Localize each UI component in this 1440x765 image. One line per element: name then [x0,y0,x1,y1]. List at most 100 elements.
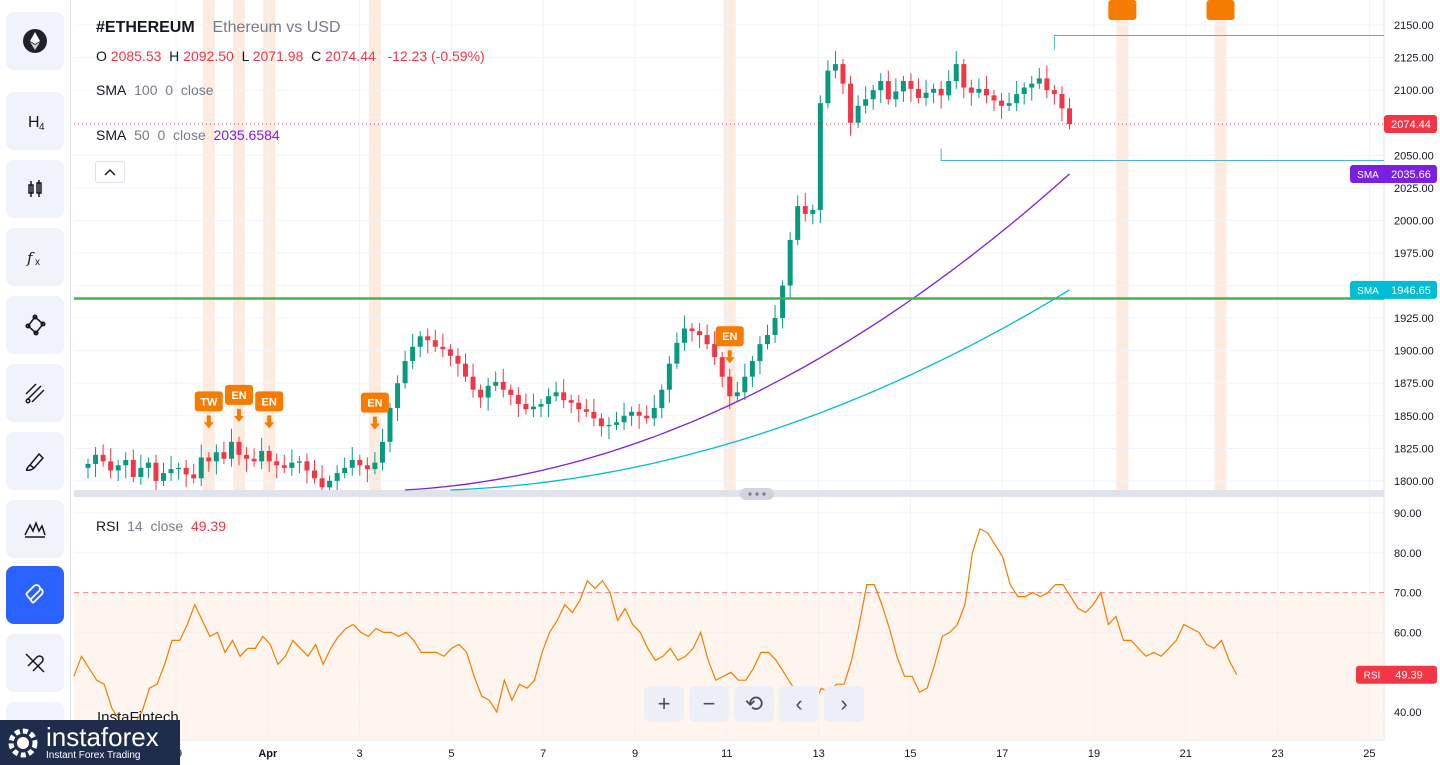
candle-body [387,407,393,442]
candle-body [349,460,355,468]
rsi-tag-name: RSI [1364,671,1381,682]
event-arrow-icon [369,416,380,430]
rsi-tick-label: 90.00 [1394,508,1422,520]
instaforex-brand: instaforex [46,722,159,752]
symbol-description: Ethereum vs USD [212,19,341,36]
candle-body [704,335,710,345]
event-label-4: EN [722,331,737,343]
chart-title: #ETHEREUM Ethereum vs USD [96,19,341,37]
candle-body [364,465,370,470]
zoom-in-button[interactable]: + [644,686,684,722]
patterns-icon[interactable] [6,500,64,558]
candle-body [161,473,166,481]
time-tick-label: 5 [448,748,454,760]
candle-body [659,389,665,408]
candle-body [795,206,801,240]
brush-icon[interactable] [6,432,64,490]
time-tick-label: 23 [1271,748,1283,760]
price-tag-name: SMA [1357,170,1379,181]
reset-chart-button[interactable]: ⟲ [734,686,774,722]
candle-body [191,474,197,479]
candle-body [644,415,650,419]
price-tick-label: 2050.00 [1394,150,1434,162]
low-value: 2071.98 [252,48,304,64]
scroll-left-button[interactable]: ‹ [779,686,819,722]
candle-body [228,441,234,459]
candle-body [115,465,121,471]
event-badge-3 [360,392,389,413]
price-tick-label: 2125.00 [1394,53,1434,65]
sma50-line [405,173,1070,491]
rsi-legend[interactable]: RSI 14 close 49.39 [96,518,226,534]
candle-body [734,392,740,397]
candle-body [636,411,642,416]
scroll-right-button[interactable]: › [824,686,864,722]
rsi-band [74,592,1384,740]
candle-body [719,357,725,377]
candle-body [274,461,280,466]
candle-body [500,381,506,390]
zoom-controls: + − ⟲ ‹ › [644,686,864,722]
sma100-legend[interactable]: SMA 100 0 close [96,82,214,98]
candle-body [244,454,250,459]
candle-body [546,396,552,405]
candle-body [832,64,838,71]
price-tick-label: 1975.00 [1394,248,1434,260]
candle-body [953,64,959,82]
event-band-6 [1214,0,1227,490]
zoom-out-button[interactable]: − [689,686,729,722]
svg-text:4: 4 [39,122,45,133]
candles-icon[interactable] [6,160,64,218]
price-tag-value: 1946.65 [1391,285,1431,297]
candle-body [334,473,340,481]
candle-body [553,392,559,397]
price-tag-name: SMA [1357,286,1379,297]
rsi-tick-label: 80.00 [1394,548,1422,560]
pane-separator [74,490,1384,497]
candle-body [931,88,937,93]
candle-body [312,470,317,479]
candle-body [787,239,793,286]
time-tick-label: 21 [1180,748,1192,760]
ethereum-logo-icon[interactable] [6,12,64,70]
candle-body [742,376,748,393]
candle-body [712,344,718,358]
rsi-tick-label: 60.00 [1394,627,1422,639]
candle-body [817,103,823,210]
time-tick-label: Apr [258,748,278,760]
drawing-tools-icon[interactable] [6,296,64,354]
candle-body [281,465,287,468]
candle-body [923,92,929,98]
event-arrow-icon [724,350,735,364]
price-tag-value: 2074.44 [1391,119,1431,131]
sma50-legend[interactable]: SMA 50 0 close 2035.6584 [96,127,280,143]
hide-drawings-icon[interactable] [6,634,64,692]
time-tick-label: 17 [996,748,1008,760]
candle-body [674,342,680,364]
fib-tools-icon[interactable] [6,364,64,422]
high-label: H [169,48,180,64]
candle-body [810,209,816,214]
candle-body [583,409,589,412]
time-tick-label: 3 [357,748,363,760]
change-value: -12.23 (-0.59%) [387,48,485,64]
price-tick-label: 1875.00 [1394,378,1434,390]
collapse-legend-button[interactable] [95,161,125,183]
candle-body [666,363,672,390]
symbol-name: #ETHEREUM [96,19,195,36]
instaforex-logo: instaforex Instant Forex Trading [0,720,180,765]
sma100-name: SMA [96,82,127,98]
candle-body [447,349,453,356]
open-label: O [96,48,107,64]
candle-body [893,91,899,100]
range-upper-line [1053,34,1384,50]
candle-body [976,88,982,93]
price-tick-label: 2100.00 [1394,85,1434,97]
candle-body [870,90,876,100]
magnet-icon[interactable] [6,566,64,624]
candle-body [123,460,129,466]
